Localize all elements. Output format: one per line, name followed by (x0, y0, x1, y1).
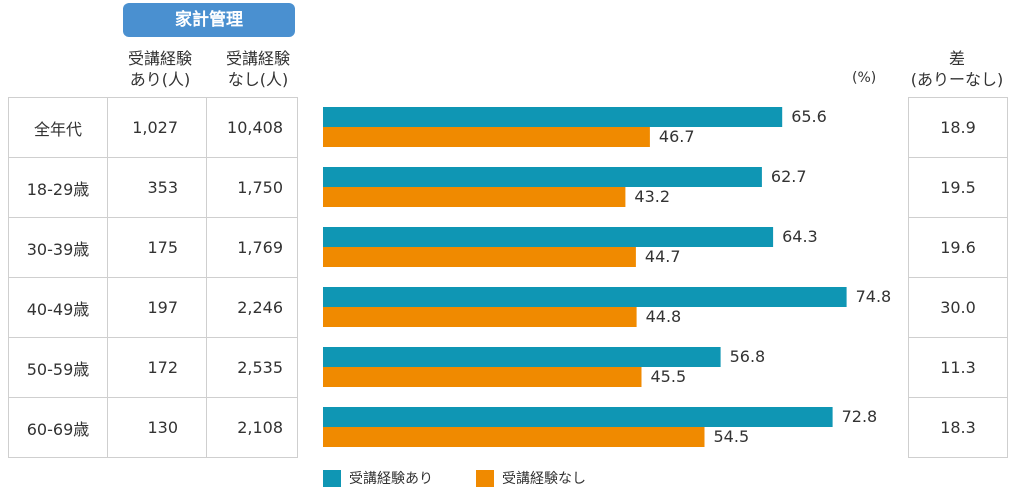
bar-without (323, 127, 650, 147)
bar-without (323, 367, 642, 387)
age-cell: 全年代 (8, 97, 108, 158)
value-label-with: 62.7 (771, 167, 807, 186)
legend-swatch-with (323, 469, 341, 487)
legend-label-without: 受講経験なし (502, 471, 586, 487)
age-cell: 18-29歳 (8, 157, 108, 218)
table-row: 19.5 (908, 157, 1008, 218)
table-row: 19.6 (908, 217, 1008, 278)
col-header-with-line1: 受講経験 (127, 49, 192, 68)
col-header-with-line2: あり(人) (129, 70, 191, 89)
table-row: 18.9 (908, 97, 1008, 158)
table-row: 11.3 (908, 337, 1008, 398)
count-without-cell: 2,108 (206, 397, 298, 458)
diff-cell: 11.3 (908, 337, 1008, 398)
value-label-without: 43.2 (634, 187, 670, 206)
bar-with (323, 227, 774, 247)
topic-badge: 家計管理 (123, 3, 295, 37)
diff-header-line2: (ありーなし) (910, 70, 1004, 89)
legend-item-without: 受講経験なし (476, 468, 586, 488)
legend-label-with: 受講経験あり (349, 471, 433, 487)
value-label-with: 72.8 (842, 407, 878, 426)
difference-table: 18.9 19.5 19.6 30.0 11.3 18.3 (908, 97, 1008, 458)
table-row: 30.0 (908, 277, 1008, 338)
count-without-cell: 1,750 (206, 157, 298, 218)
bar-with (323, 287, 847, 307)
table-row: 50-59歳 172 2,535 (8, 337, 298, 398)
table-row: 18.3 (908, 397, 1008, 458)
legend-item-with: 受講経験あり (323, 468, 433, 488)
col-header-with: 受講経験 あり(人) (115, 48, 205, 90)
bar-with (323, 107, 783, 127)
diff-cell: 19.5 (908, 157, 1008, 218)
bar-with (323, 347, 721, 367)
diff-header-line1: 差 (948, 49, 965, 68)
bar-without (323, 247, 636, 267)
count-with-cell: 175 (107, 217, 207, 278)
table-row: 40-49歳 197 2,246 (8, 277, 298, 338)
value-label-without: 45.5 (651, 367, 687, 386)
respondent-table: 全年代 1,027 10,408 18-29歳 353 1,750 30-39歳… (8, 97, 298, 458)
table-row: 18-29歳 353 1,750 (8, 157, 298, 218)
col-header-without-line1: 受講経験 (225, 49, 290, 68)
value-label-with: 56.8 (730, 347, 766, 366)
value-label-with: 65.6 (791, 107, 827, 126)
count-with-cell: 130 (107, 397, 207, 458)
value-label-without: 44.8 (646, 307, 682, 326)
age-cell: 60-69歳 (8, 397, 108, 458)
diff-cell: 18.9 (908, 97, 1008, 158)
unit-label: (%) (852, 70, 877, 86)
legend-swatch-without (476, 469, 494, 487)
table-row: 30-39歳 175 1,769 (8, 217, 298, 278)
bar-without (323, 307, 637, 327)
diff-header: 差 (ありーなし) (902, 48, 1012, 90)
bar-with (323, 167, 762, 187)
col-header-without-line2: なし(人) (227, 70, 289, 89)
value-label-without: 46.7 (659, 127, 695, 146)
bar-without (323, 427, 705, 447)
value-label-without: 54.5 (714, 427, 750, 446)
diff-cell: 19.6 (908, 217, 1008, 278)
count-without-cell: 2,246 (206, 277, 298, 338)
count-without-cell: 2,535 (206, 337, 298, 398)
bar-without (323, 187, 626, 207)
count-without-cell: 1,769 (206, 217, 298, 278)
value-label-with: 74.8 (856, 287, 892, 306)
value-label-without: 44.7 (645, 247, 681, 266)
value-label-with: 64.3 (782, 227, 818, 246)
table-row: 全年代 1,027 10,408 (8, 97, 298, 158)
col-header-without: 受講経験 なし(人) (213, 48, 303, 90)
diff-cell: 30.0 (908, 277, 1008, 338)
diff-cell: 18.3 (908, 397, 1008, 458)
age-cell: 30-39歳 (8, 217, 108, 278)
count-without-cell: 10,408 (206, 97, 298, 158)
age-cell: 50-59歳 (8, 337, 108, 398)
bar-with (323, 407, 833, 427)
table-row: 60-69歳 130 2,108 (8, 397, 298, 458)
